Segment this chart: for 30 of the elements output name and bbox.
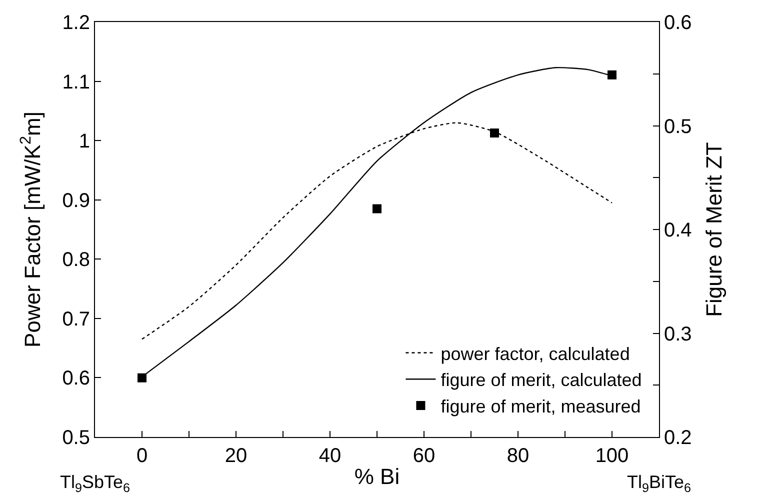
y-tick-label: 1.2: [62, 12, 90, 34]
x-tick-label: 40: [318, 445, 342, 467]
legend-label: power factor, calculated: [440, 344, 630, 364]
y2-tick-label: 0.2: [664, 427, 692, 449]
y-tick-label: 1: [78, 130, 90, 153]
text: Tl$_{9}$SbTe$_{6}$: [60, 472, 130, 495]
x-tick-label: 60: [412, 445, 436, 467]
y-tick-label: 0.7: [62, 308, 90, 330]
point: [138, 373, 146, 382]
x-tick-label: 80: [506, 445, 530, 467]
legend-label: figure of merit, measured: [440, 396, 641, 417]
y2-tick-label: 0.3: [664, 323, 692, 346]
y2-tick-label: 0.5: [664, 116, 692, 138]
point: [608, 70, 616, 80]
y-tick-label: 0.5: [62, 427, 90, 449]
point: [372, 204, 382, 214]
x-tick-label: 100: [595, 445, 629, 467]
y2-tick-label: 0.6: [664, 12, 692, 34]
legend-label: figure of merit, calculated: [440, 370, 642, 390]
y-tick-label: 0.8: [62, 249, 90, 272]
y2-tick-label: 0.4: [664, 220, 692, 242]
x-tick-label: 0: [136, 445, 148, 467]
point: [490, 128, 499, 138]
y-tick-label: 0.6: [62, 368, 90, 390]
y-tick-label: 1.1: [62, 71, 90, 94]
y2-axis-title: Figure of Merit ZT: [702, 142, 727, 317]
text: Tl$_{9}$BiTe$_{6}$: [627, 472, 692, 495]
x-axis-title: % Bi: [354, 464, 400, 489]
x-tick-label: 20: [224, 445, 248, 467]
y-tick-label: 0.9: [62, 190, 90, 212]
